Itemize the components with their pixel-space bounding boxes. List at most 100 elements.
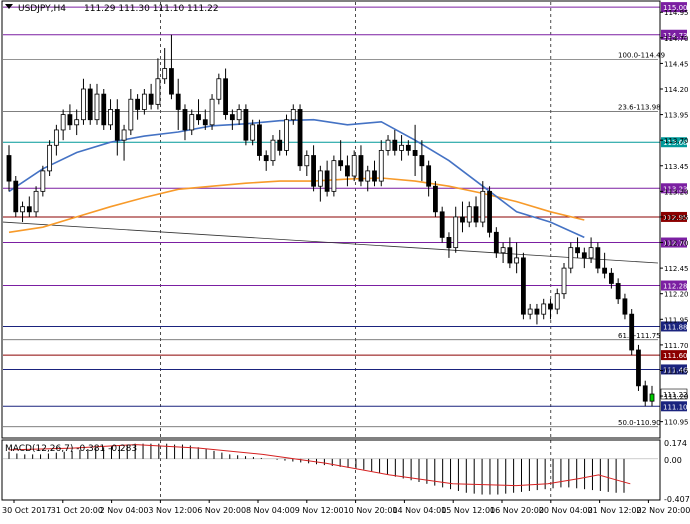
candle-body [33, 190, 39, 213]
time-tick-label: 16 Nov 20:00 [490, 506, 544, 515]
candle-body [128, 98, 134, 131]
macd-label: MACD(12,26,7) -0.381 -0.283 [5, 444, 137, 454]
price-tick-label: 113.95 [664, 112, 689, 120]
candle-body [521, 257, 526, 315]
candle-body [412, 150, 418, 156]
level-badge-label: 114.73 [663, 32, 688, 40]
candle-body [202, 119, 208, 126]
candle-body [365, 170, 371, 182]
candle-body [351, 155, 357, 177]
candle-body [121, 129, 127, 141]
time-tick-label: 21 Nov 12:00 [588, 506, 642, 515]
current-price-badge [660, 388, 688, 400]
candle-body [26, 206, 32, 213]
candle-body [378, 150, 384, 182]
candle-body [290, 109, 296, 121]
price-tick-label: 111.45 [664, 367, 689, 375]
candle-body [236, 109, 242, 121]
candle-body [466, 206, 472, 223]
level-badge [661, 137, 687, 148]
main-pane-frame [1, 0, 661, 439]
candle-body [602, 267, 608, 274]
candle-body [284, 119, 289, 151]
macd-pane [3, 443, 658, 495]
level-badge [661, 350, 687, 361]
level-badge-label: 112.28 [663, 283, 688, 291]
price-tick-label: 112.95 [664, 214, 689, 222]
candle-body [419, 155, 425, 167]
candle-body [162, 68, 168, 80]
candle-body [534, 308, 540, 315]
price-tick-label: 114.95 [664, 9, 689, 17]
candle-body [581, 252, 587, 259]
level-badge [661, 364, 687, 375]
fast-ma-line [8, 118, 585, 239]
candle-body [500, 247, 506, 254]
level-badge-label: 112.70 [663, 240, 688, 248]
candle-body [372, 170, 377, 182]
candle-body [480, 190, 486, 223]
candle-body [629, 313, 635, 351]
candle-body [622, 298, 628, 315]
candle-body [588, 247, 594, 259]
candle-body [405, 144, 411, 151]
candle-body [568, 247, 574, 269]
time-tick-label: 20 Nov 04:00 [539, 506, 593, 515]
fib-label: 50.0-110.90 [618, 419, 661, 427]
macd-tick-bottom: -0.407 [664, 495, 690, 504]
candle-body [636, 349, 641, 387]
price-tick-label: 114.45 [664, 60, 689, 68]
level-badge [661, 29, 687, 40]
price-tick-label: 111.70 [664, 342, 689, 350]
candle-body [493, 231, 499, 254]
candle-body [453, 216, 459, 249]
candles: 111.22 [6, 34, 688, 407]
candle-body [67, 114, 73, 126]
candle-body [209, 98, 215, 126]
level-badge [661, 280, 687, 291]
candle-body [595, 247, 601, 269]
level-badge [661, 211, 687, 222]
level-badge [661, 2, 687, 13]
candle-body [141, 93, 147, 110]
time-tick-label: 22 Nov 20:00 [636, 506, 690, 515]
price-tick-label: 113.20 [664, 188, 689, 196]
level-badge-label: 113.23 [663, 185, 688, 193]
price-tick-label: 114.20 [664, 86, 689, 94]
candle-body [446, 237, 452, 249]
level-badge-label: 113.68 [663, 139, 688, 147]
price-tick-label: 114.70 [664, 35, 689, 43]
candle-body [399, 144, 404, 151]
time-tick-label: 3 Nov 12:00 [148, 506, 197, 515]
candle-body [317, 170, 323, 187]
level-badge-label: 111.88 [663, 323, 688, 331]
level-badge-label: 111.46 [663, 366, 688, 374]
candle-body [216, 78, 222, 100]
time-tick-label: 30 Oct 2017 [2, 506, 51, 515]
fib-label: 23.6-113.98 [618, 104, 661, 112]
ohlc-label: 111.29 111.30 111.10 111.22 [84, 4, 219, 14]
candle-body [304, 155, 310, 167]
dropdown-arrow-icon[interactable] [5, 4, 13, 9]
price-tick-label: 111.20 [664, 393, 689, 401]
price-tick-label: 113.70 [664, 137, 689, 145]
macd-tick-top: 0.174 [664, 439, 687, 448]
current-candle [649, 393, 655, 402]
candle-body [277, 139, 283, 151]
candle-body [6, 155, 12, 182]
level-badge-label: 112.95 [663, 214, 688, 222]
candle-body [114, 109, 120, 141]
candle-body [53, 129, 59, 146]
candle-body [426, 165, 432, 187]
candle-body [358, 155, 364, 182]
current-price-label: 111.22 [663, 391, 688, 399]
candle-body [385, 139, 391, 151]
candle-body [615, 283, 621, 300]
candle-body [541, 303, 547, 315]
time-tick-label: 31 Oct 20:00 [51, 506, 103, 515]
fib-label: 100.0-114.49 [618, 51, 665, 59]
candle-body [243, 109, 249, 141]
candle-body [297, 109, 303, 167]
